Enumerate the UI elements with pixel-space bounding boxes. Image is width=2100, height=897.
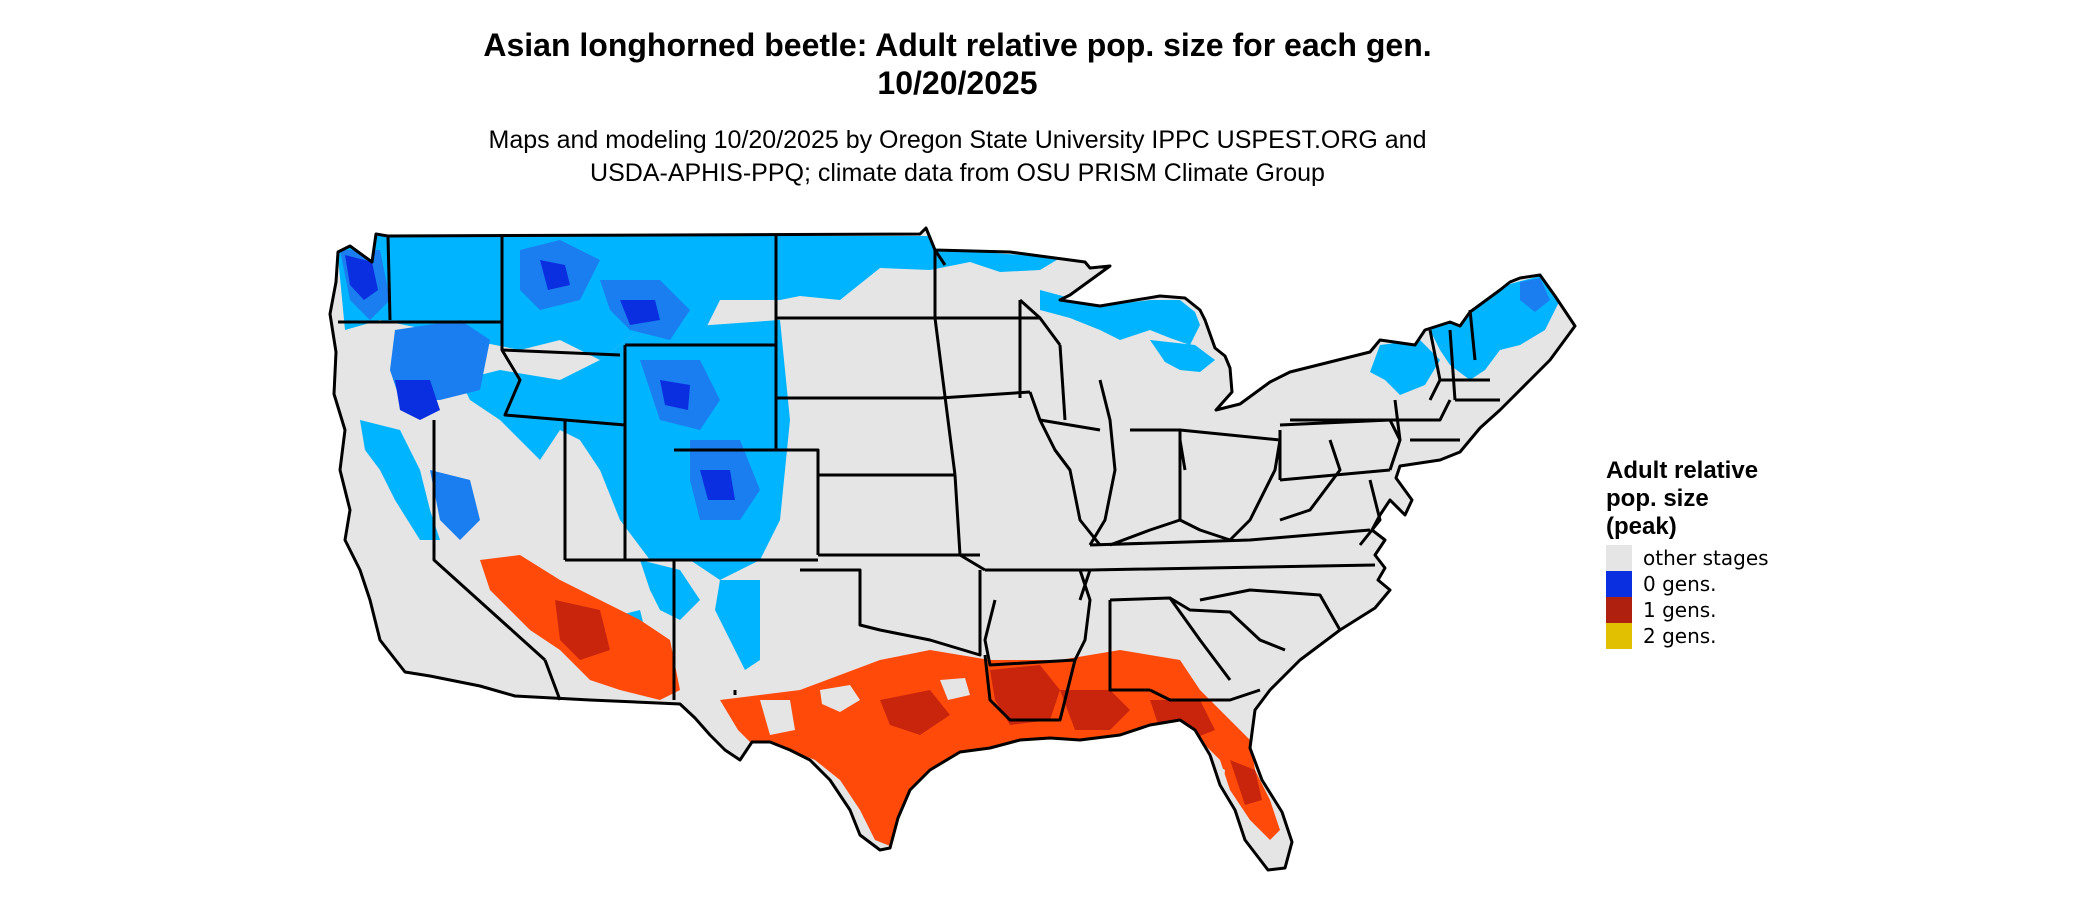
legend: Adult relative pop. size (peak) other st… xyxy=(1606,457,1846,649)
state-borders-north xyxy=(501,249,1067,425)
chart-header: Asian longhorned beetle: Adult relative … xyxy=(0,26,1915,190)
legend-label-0-gens: 0 gens. xyxy=(1643,572,1717,596)
state-borders xyxy=(328,226,1577,872)
map-title-line1: Asian longhorned beetle: Adult relative … xyxy=(483,27,1432,63)
legend-label-other-stages: other stages xyxy=(1643,546,1769,570)
legend-item-2-gens: 2 gens. xyxy=(1606,623,1846,649)
legend-item-0-gens: 0 gens. xyxy=(1606,571,1846,597)
legend-label-2-gens: 2 gens. xyxy=(1643,624,1717,648)
legend-swatch-1-gens xyxy=(1606,597,1632,623)
map-subtitle-line1: Maps and modeling 10/20/2025 by Oregon S… xyxy=(488,126,1427,154)
legend-title-line1: Adult relative xyxy=(1606,457,1759,484)
zone-0-gens-dark xyxy=(345,255,1112,500)
map-subtitle: Maps and modeling 10/20/2025 by Oregon S… xyxy=(0,124,1915,190)
map-title: Asian longhorned beetle: Adult relative … xyxy=(0,26,1915,102)
legend-title: Adult relative pop. size (peak) xyxy=(1606,457,1846,541)
legend-swatch-2-gens xyxy=(1606,623,1632,649)
legend-swatch-0-gens xyxy=(1606,571,1632,597)
legend-swatch-other-stages xyxy=(1606,545,1632,571)
map-subtitle-line2: USDA-APHIS-PPQ; climate data from OSU PR… xyxy=(590,159,1325,187)
map-title-line2: 10/20/2025 xyxy=(877,65,1038,101)
legend-title-line2: pop. size xyxy=(1606,485,1709,512)
legend-label-1-gens: 1 gens. xyxy=(1643,598,1717,622)
legend-item-1-gens: 1 gens. xyxy=(1606,597,1846,623)
legend-item-other-stages: other stages xyxy=(1606,545,1846,571)
legend-title-line3: (peak) xyxy=(1606,513,1677,540)
